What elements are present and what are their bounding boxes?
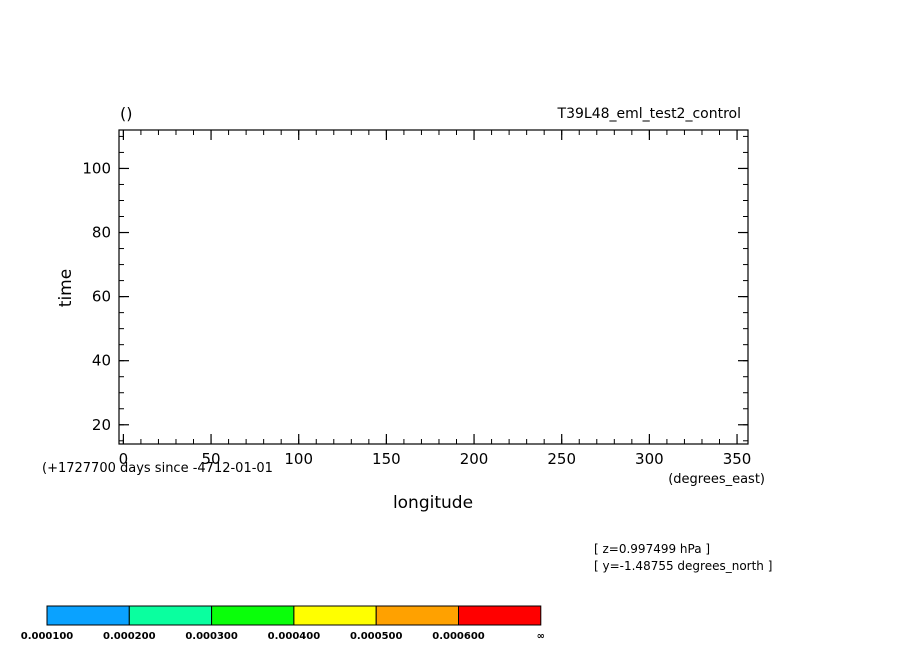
info-latitude: [ y=-1.48755 degrees_north ] [594, 559, 772, 573]
x-tick-label: 200 [460, 450, 489, 468]
x-tick-label: 250 [547, 450, 576, 468]
x-tick-label: 350 [723, 450, 752, 468]
x-tick-label: 150 [372, 450, 401, 468]
x-tick-label: 100 [284, 450, 313, 468]
x-axis-label: longitude [393, 493, 473, 513]
colorbar-label: 0.000100 [21, 631, 74, 642]
plot-frame [118, 129, 749, 445]
y-tick-label: 100 [82, 159, 111, 177]
colorbar-segment [46, 605, 130, 626]
y-tick-label: 40 [92, 352, 111, 370]
colorbar-segment [293, 605, 377, 626]
colorbar-segment [458, 605, 542, 626]
y-axis-label: time [56, 269, 76, 307]
x-tick-label: 300 [635, 450, 664, 468]
title-right: T39L48_eml_test2_control [557, 106, 741, 122]
x-axis-ticks: 0 50 100 150 200 250 300 350 [119, 130, 752, 468]
info-level: [ z=0.997499 hPa ] [594, 542, 710, 556]
time-offset-note: (+1727700 days since -4712-01-01 [42, 461, 273, 476]
x-axis-units: (degrees_east) [668, 472, 765, 487]
y-tick-label: 80 [92, 224, 111, 242]
y-tick-label: 60 [92, 288, 111, 306]
y-axis-ticks: 20 40 60 80 100 [82, 135, 748, 442]
y-tick-label: 20 [92, 416, 111, 434]
colorbar-segment [375, 605, 460, 626]
colorbar-label: 0.000500 [350, 631, 403, 642]
colorbar-label: 0.000200 [103, 631, 156, 642]
colorbar: 0.000100 0.000200 0.000300 0.000400 0.000500… [21, 605, 545, 642]
colorbar-label: 0.000400 [268, 631, 321, 642]
colorbar-segment [211, 605, 295, 626]
colorbar-segment [128, 605, 213, 626]
colorbar-label: 0.000600 [432, 631, 485, 642]
x-tick-label: 0 [119, 450, 129, 468]
colorbar-label: 0.000300 [185, 631, 238, 642]
title-left: () [120, 104, 132, 123]
colorbar-label: ∞ [537, 631, 545, 642]
x-tick-label: 50 [202, 450, 221, 468]
